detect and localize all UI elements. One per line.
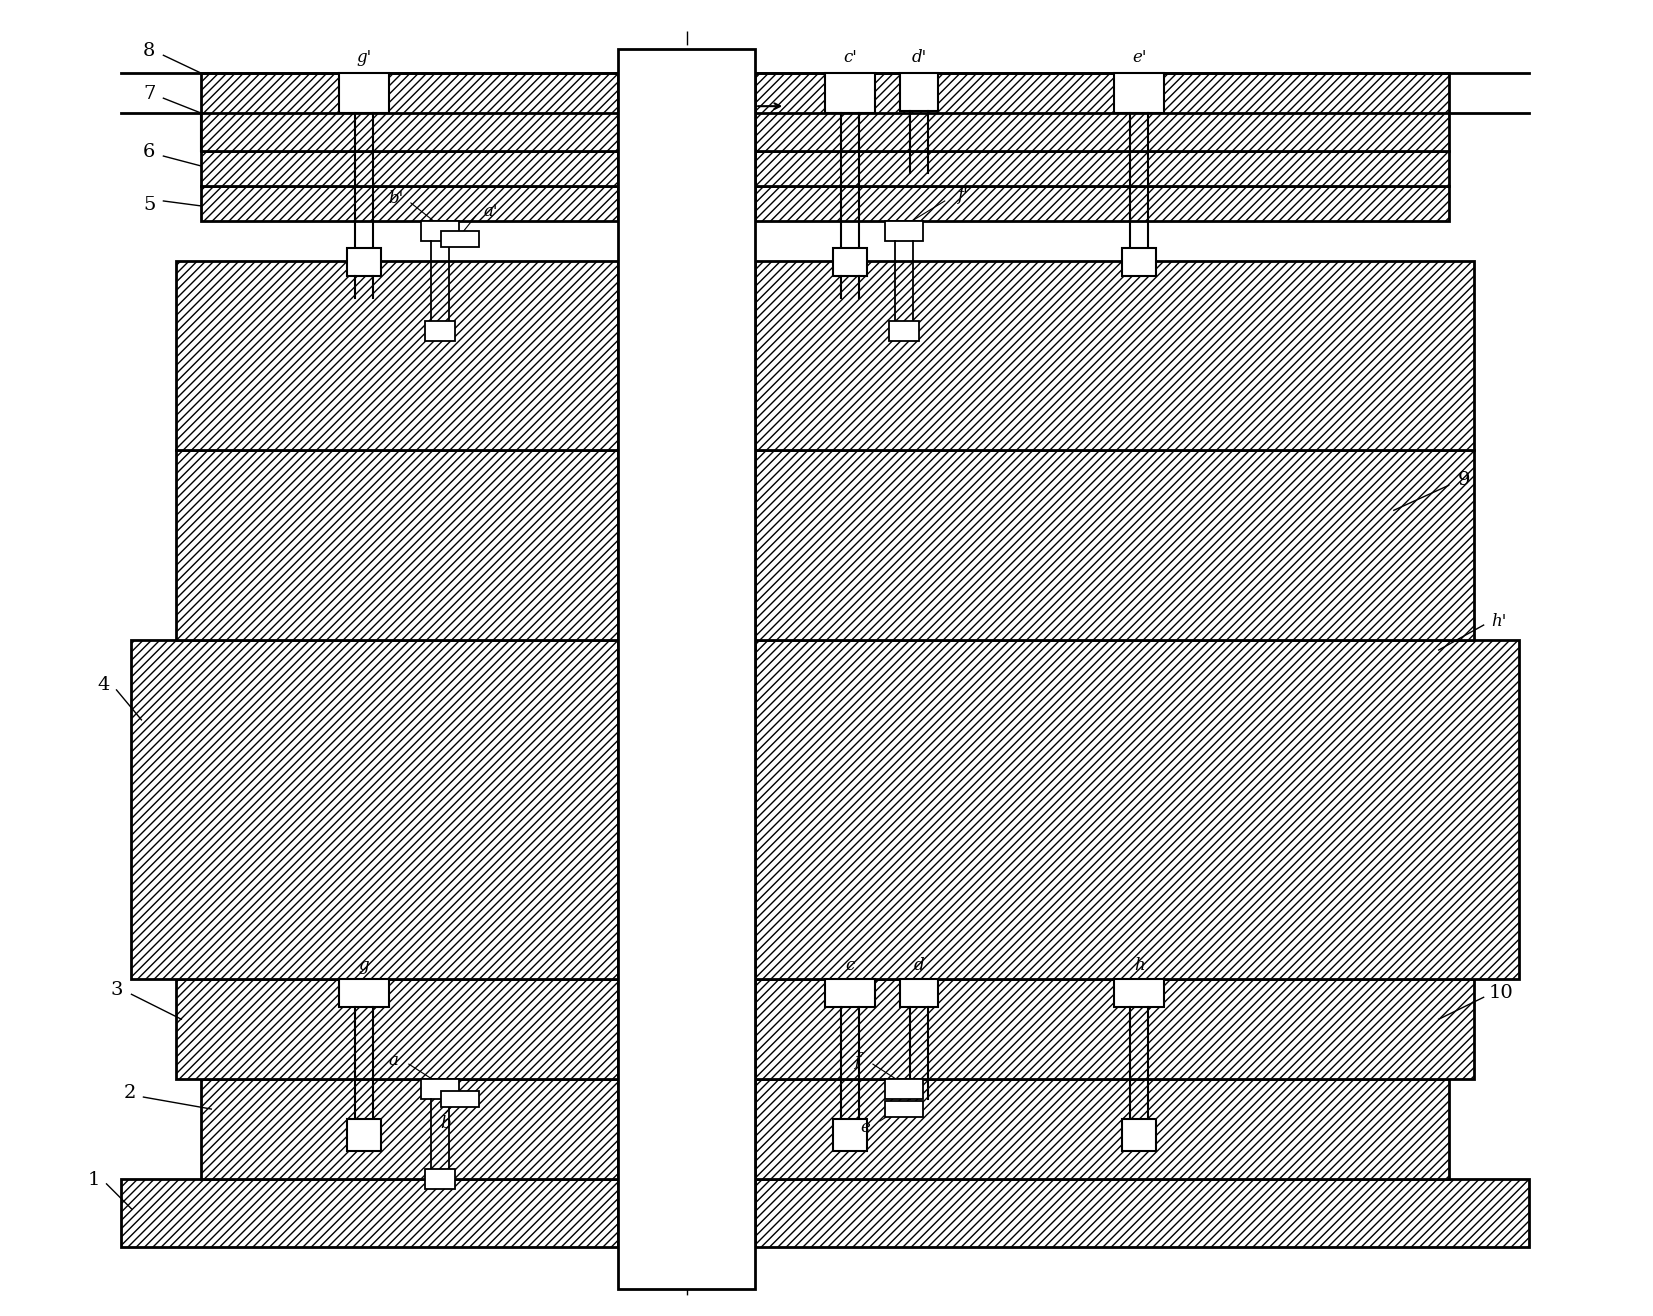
Text: 5: 5	[144, 196, 155, 215]
Bar	[422, 221, 460, 241]
Bar	[618, 49, 755, 1288]
Text: 3: 3	[111, 982, 122, 999]
Text: c: c	[845, 957, 855, 974]
Bar	[755, 979, 1473, 1079]
Bar	[899, 979, 937, 1007]
Bar	[177, 450, 618, 640]
Text: d': d'	[911, 49, 926, 66]
Text: g: g	[359, 957, 369, 974]
Text: c': c'	[843, 49, 856, 66]
Bar	[425, 1169, 455, 1188]
Bar	[833, 247, 866, 276]
Text: 4: 4	[98, 676, 109, 694]
Text: e: e	[860, 1119, 869, 1136]
Bar	[132, 640, 618, 979]
Bar	[347, 247, 380, 276]
Text: b: b	[440, 1115, 451, 1132]
Bar	[884, 1079, 922, 1099]
Bar	[339, 74, 388, 113]
Text: b': b'	[388, 191, 403, 208]
Bar	[1114, 74, 1164, 113]
Bar	[755, 186, 1448, 221]
Bar	[1122, 247, 1157, 276]
Bar	[1122, 1119, 1157, 1152]
Text: h': h'	[1491, 612, 1506, 629]
Bar	[833, 1119, 866, 1152]
Bar	[202, 74, 618, 151]
Bar	[755, 450, 1473, 640]
Text: 1: 1	[88, 1171, 99, 1188]
Bar	[1114, 979, 1164, 1007]
Bar	[755, 640, 1519, 979]
Bar	[202, 186, 618, 221]
Text: 7: 7	[144, 86, 155, 103]
Text: 6: 6	[144, 143, 155, 161]
Bar	[177, 979, 618, 1079]
Bar	[121, 1179, 618, 1246]
Bar	[441, 1091, 479, 1107]
Bar	[884, 1101, 922, 1117]
Text: a': a'	[483, 204, 498, 221]
Text: 9: 9	[1458, 471, 1470, 490]
Bar	[755, 261, 1473, 450]
Bar	[825, 74, 874, 113]
Bar	[755, 151, 1448, 186]
Bar	[202, 1079, 618, 1179]
Bar	[825, 979, 874, 1007]
Text: a: a	[388, 1051, 398, 1069]
Bar	[899, 74, 937, 111]
Text: 2: 2	[124, 1084, 136, 1101]
Text: d: d	[914, 957, 924, 974]
Bar	[339, 979, 388, 1007]
Text: 8: 8	[144, 42, 155, 61]
Text: f: f	[855, 1051, 860, 1069]
Text: 10: 10	[1488, 984, 1512, 1003]
Bar	[755, 1079, 1448, 1179]
Text: g': g'	[357, 49, 372, 66]
Bar	[755, 1179, 1529, 1246]
Text: h: h	[1134, 957, 1146, 974]
Bar	[441, 230, 479, 247]
Text: f': f'	[957, 187, 969, 204]
Bar	[884, 221, 922, 241]
Bar	[347, 1119, 380, 1152]
Bar	[422, 1079, 460, 1099]
Text: e': e'	[1132, 49, 1147, 66]
Bar	[177, 261, 618, 450]
Bar	[755, 74, 1448, 151]
Bar	[202, 151, 618, 186]
Bar	[889, 321, 919, 341]
Bar	[425, 321, 455, 341]
